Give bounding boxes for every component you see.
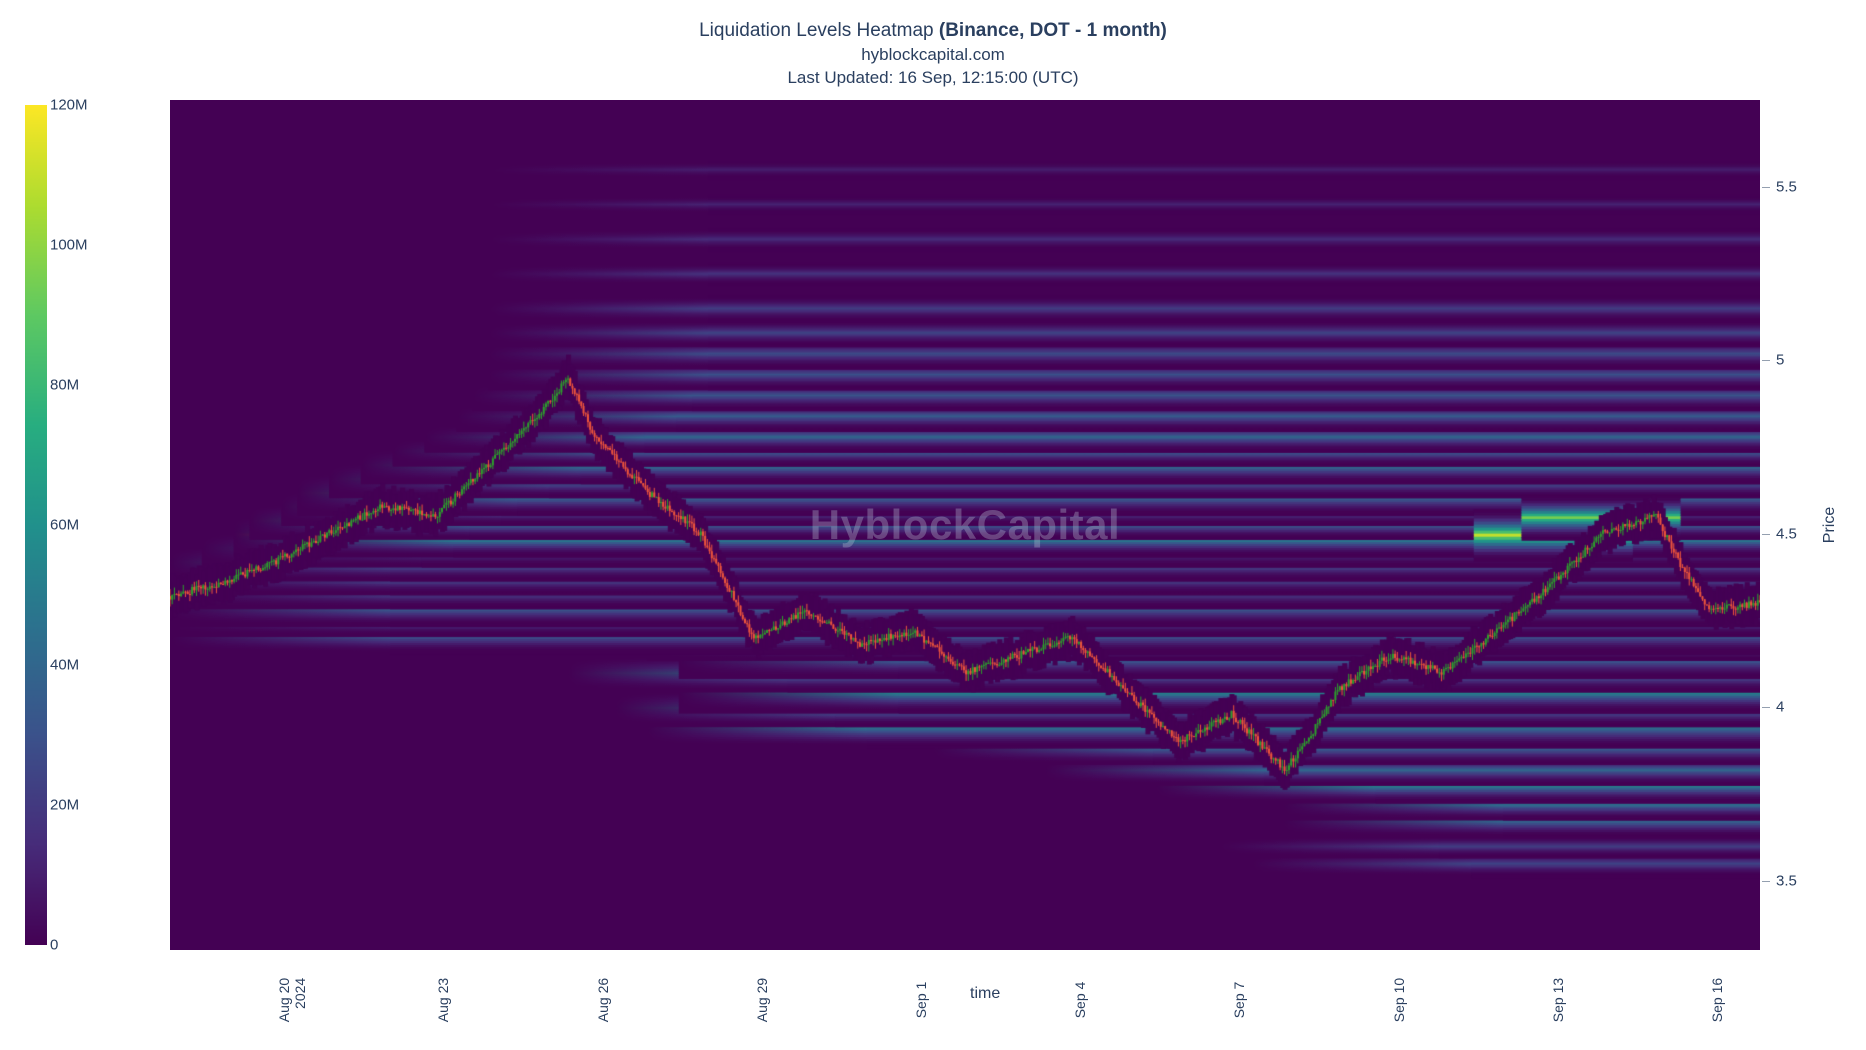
chart-subtitle: hyblockcapital.com <box>0 44 1866 67</box>
y-tick-label: 4.5 <box>1776 525 1797 542</box>
y-tick-label: 5 <box>1776 352 1784 369</box>
x-tick-label: Sep 13 <box>1550 978 1566 1022</box>
colorbar-tick: 120M <box>50 97 88 114</box>
x-tick-label: Sep 1 <box>913 982 929 1019</box>
y-tick-mark <box>1762 187 1770 188</box>
x-axis-label: time <box>970 985 1000 1003</box>
x-tick-label: Aug 202024 <box>276 978 308 1022</box>
colorbar-tick: 40M <box>50 657 79 674</box>
y-tick-mark <box>1762 534 1770 535</box>
colorbar-tick: 0 <box>50 937 58 954</box>
x-tick-label: Aug 29 <box>754 978 770 1022</box>
x-axis: Aug 202024 Aug 23 Aug 26 Aug 29 Sep 1 Sep 4 Se… <box>170 950 1760 1030</box>
x-tick-label: Aug 26 <box>595 978 611 1022</box>
heatmap-canvas <box>170 100 1760 950</box>
colorbar-tick: 60M <box>50 517 79 534</box>
y-tick-label: 4 <box>1776 699 1784 716</box>
colorbar <box>25 105 47 945</box>
y-tick-mark <box>1762 707 1770 708</box>
x-tick-label: Sep 16 <box>1709 978 1725 1022</box>
x-tick-label: Sep 10 <box>1391 978 1407 1022</box>
title-prefix: Liquidation Levels Heatmap <box>699 20 939 41</box>
y-axis-label: Price <box>1821 507 1839 543</box>
colorbar-tick: 20M <box>50 797 79 814</box>
plot-area[interactable]: HyblockCapital <box>170 100 1760 950</box>
x-tick-label: Sep 4 <box>1072 982 1088 1019</box>
y-tick-mark <box>1762 881 1770 882</box>
colorbar-tick: 80M <box>50 377 79 394</box>
y-tick-label: 3.5 <box>1776 872 1797 889</box>
colorbar-ticks: 020M40M60M80M100M120M <box>50 105 130 945</box>
chart-title: Liquidation Levels Heatmap (Binance, DOT… <box>0 18 1866 44</box>
title-bold: (Binance, DOT - 1 month) <box>939 20 1167 41</box>
y-tick-label: 5.5 <box>1776 178 1797 195</box>
colorbar-tick: 100M <box>50 237 88 254</box>
colorbar-gradient <box>25 105 47 945</box>
chart-title-block: Liquidation Levels Heatmap (Binance, DOT… <box>0 18 1866 90</box>
x-tick-label: Aug 23 <box>435 978 451 1022</box>
x-tick-label: Sep 7 <box>1231 982 1247 1019</box>
y-tick-mark <box>1762 360 1770 361</box>
chart-updated: Last Updated: 16 Sep, 12:15:00 (UTC) <box>0 67 1866 90</box>
